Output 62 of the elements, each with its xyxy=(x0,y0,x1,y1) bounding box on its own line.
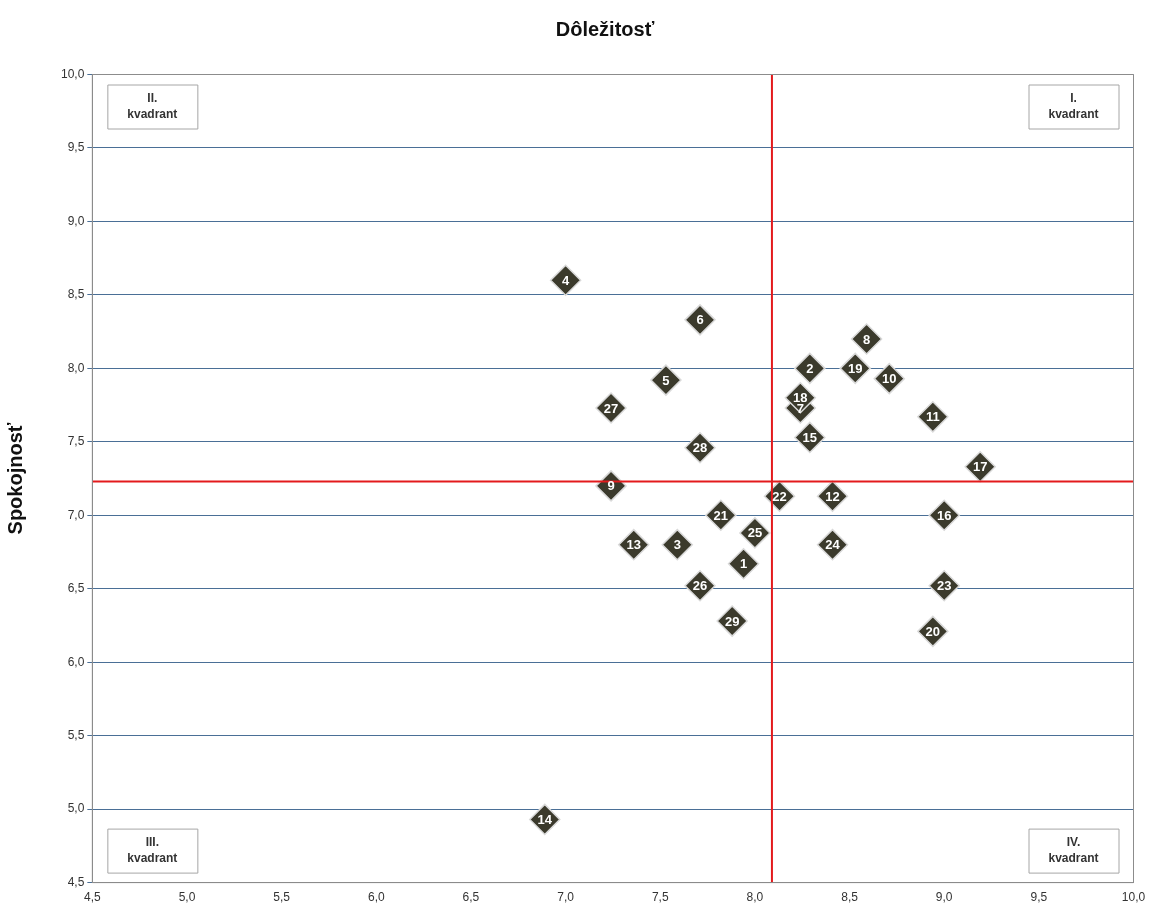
annotation: 2 xyxy=(806,360,814,376)
y-tick-label: 4,5 xyxy=(67,874,85,889)
x-tick-label: 5,0 xyxy=(178,890,196,905)
y-tick-label: 8,0 xyxy=(67,360,85,375)
annotation: IV. kvadrant xyxy=(1048,834,1099,865)
annotation: 23 xyxy=(936,578,952,594)
x-tick-label: 6,0 xyxy=(367,890,385,905)
annotation: I. kvadrant xyxy=(1048,90,1099,121)
x-tick-label: 6,5 xyxy=(462,890,480,905)
annotation: 6 xyxy=(696,312,704,328)
annotation: 21 xyxy=(713,507,729,523)
annotation: 11 xyxy=(925,409,940,425)
annotation: II. kvadrant xyxy=(127,90,178,121)
annotation: 10 xyxy=(882,371,897,387)
point xyxy=(650,364,682,396)
y-axis-title: Spokojnosť xyxy=(3,422,26,535)
annotation: 26 xyxy=(692,578,708,594)
x-tick-label: 5,5 xyxy=(273,890,291,905)
y-tick-label: 9,0 xyxy=(67,213,85,228)
point xyxy=(684,304,716,336)
annotation: 8 xyxy=(862,331,871,347)
x-axis-title: Dôležitosť xyxy=(554,16,656,42)
annotation: 4 xyxy=(561,272,570,288)
annotation: 17 xyxy=(972,459,988,475)
annotation: 25 xyxy=(747,525,763,541)
annotation: 29 xyxy=(724,613,740,629)
x-tick-label: 4,5 xyxy=(84,890,102,905)
x-tick-label: 7,5 xyxy=(651,890,669,905)
x-tick-label: 9,5 xyxy=(1030,890,1048,905)
x-tick-label: 9,0 xyxy=(935,890,953,905)
annotation: 20 xyxy=(925,623,941,639)
annotation: 14 xyxy=(537,812,553,827)
annotation: 28 xyxy=(692,440,708,456)
annotation: 24 xyxy=(825,537,841,553)
annotation: 19 xyxy=(848,360,863,376)
x-tick-label: 8,5 xyxy=(841,890,859,905)
y-tick-label: 6,5 xyxy=(67,581,85,596)
point xyxy=(549,264,582,296)
x-tick-label: 7,0 xyxy=(557,890,575,905)
point xyxy=(661,528,694,561)
annotation: 5 xyxy=(662,372,670,388)
x-tick-label: 8,0 xyxy=(746,890,764,905)
annotation: 12 xyxy=(825,488,840,504)
y-tick-label: 7,0 xyxy=(67,507,85,522)
y-tick-label: 7,5 xyxy=(67,434,85,449)
annotation: III. kvadrant xyxy=(127,834,178,865)
annotation: 9 xyxy=(607,478,615,494)
annotation: 16 xyxy=(936,507,952,523)
x-tick-label: 10,0 xyxy=(1121,890,1146,905)
point xyxy=(727,548,760,580)
annotation: 27 xyxy=(603,400,619,416)
annotation: 1 xyxy=(739,556,748,572)
y-tick-label: 8,5 xyxy=(67,287,85,302)
y-tick-label: 10,0 xyxy=(61,66,85,81)
annotation: 3 xyxy=(673,537,681,553)
point xyxy=(794,352,826,385)
annotation: 13 xyxy=(626,537,641,553)
y-tick-label: 5,5 xyxy=(67,727,85,742)
y-tick-label: 9,5 xyxy=(67,140,85,155)
y-tick-label: 6,0 xyxy=(67,654,85,669)
annotation: 15 xyxy=(802,429,818,445)
y-tick-label: 5,0 xyxy=(67,801,85,816)
